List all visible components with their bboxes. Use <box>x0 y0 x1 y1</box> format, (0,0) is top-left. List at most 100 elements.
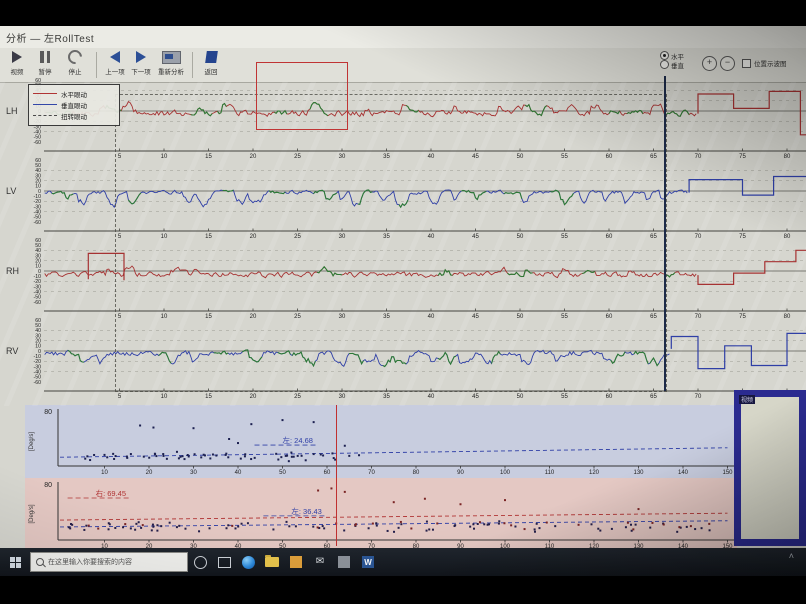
scatter-dot <box>285 520 288 523</box>
svg-text:30: 30 <box>190 470 197 476</box>
scatter-dot <box>67 526 70 529</box>
scatter-dot <box>209 457 212 460</box>
legend-item: 垂直眼动 <box>33 99 115 110</box>
svg-text:65: 65 <box>650 394 657 400</box>
tray-chevron-icon[interactable]: ˄ <box>788 551 794 561</box>
time-cursor[interactable] <box>664 76 667 391</box>
svg-text:60: 60 <box>324 470 331 476</box>
scatter-dot <box>533 528 536 531</box>
scatter-dot <box>375 522 378 525</box>
svg-text:10: 10 <box>101 470 108 476</box>
scatter-dot <box>316 526 319 529</box>
word-button[interactable]: W <box>356 548 380 576</box>
svg-text:140: 140 <box>678 470 689 476</box>
cortana-button[interactable] <box>188 548 212 576</box>
mail-icon: ✉ <box>315 556 325 567</box>
scatter-dot <box>156 529 159 532</box>
trend-line <box>59 512 728 521</box>
svg-text:LH: LH <box>6 106 18 116</box>
scatter-dot <box>175 526 178 529</box>
svg-text:110: 110 <box>545 470 555 476</box>
scatter-dot <box>280 456 283 459</box>
scatter-dot <box>689 525 692 528</box>
svg-text:75: 75 <box>739 234 746 240</box>
scatter-dot <box>277 458 280 461</box>
scatter-dot <box>137 521 140 524</box>
scatter-dot <box>97 527 100 530</box>
spv-annotation: 左: 36.43 <box>291 506 321 516</box>
office-app-button[interactable] <box>284 548 308 576</box>
scatter-dot <box>85 524 88 527</box>
scatter-dot <box>514 525 517 528</box>
scatter-dot <box>175 450 178 453</box>
scatter-dot-outlier <box>237 442 239 445</box>
scatter-dot <box>321 525 324 528</box>
scatter-dot <box>343 529 346 532</box>
svg-text:55: 55 <box>561 394 568 400</box>
scatter-dot <box>246 522 249 525</box>
legend-item: 扭转眼动 <box>33 110 115 121</box>
scatter-dot <box>483 523 486 526</box>
scatter-dot <box>425 520 428 523</box>
scatter-dot <box>84 457 87 460</box>
scatter-dot <box>184 527 187 530</box>
scatter-dot <box>114 526 117 529</box>
scatter-dot <box>113 457 116 460</box>
edge-button[interactable] <box>236 548 260 576</box>
svg-text:-60: -60 <box>34 380 42 386</box>
scatter-dot <box>322 454 325 457</box>
file-explorer-button[interactable] <box>260 548 284 576</box>
selection-region[interactable] <box>115 94 668 392</box>
scatter-dot <box>632 528 635 531</box>
scatter-dot <box>399 520 402 523</box>
scatter-dot <box>700 527 703 530</box>
scatter-dot <box>225 452 228 455</box>
scatter-dot <box>358 454 361 457</box>
start-button[interactable] <box>0 548 30 576</box>
scatter-dot <box>71 523 74 526</box>
video-preview-panel[interactable]: 视频 <box>734 390 806 546</box>
scatter-cursor[interactable] <box>335 405 338 546</box>
scatter-dot <box>375 524 378 527</box>
scatter-dot <box>624 526 627 529</box>
svg-text:[Deg/s]: [Deg/s] <box>29 432 35 451</box>
scatter-dot <box>244 453 247 456</box>
scatter-dot <box>288 525 291 528</box>
scatter-dot-outlier <box>330 487 333 490</box>
scatter-dot <box>198 530 201 533</box>
taskbar-search-input[interactable]: 在这里输入你要搜索的内容 <box>30 552 188 572</box>
scatter-dot <box>386 529 389 532</box>
scatter-dot <box>200 456 203 459</box>
scatter-dot <box>304 459 307 462</box>
scatter-dot <box>193 453 196 456</box>
scatter-dot <box>662 523 665 526</box>
svg-text:80: 80 <box>784 154 791 160</box>
task-view-icon <box>217 556 231 568</box>
scatter-dot-outlier <box>139 424 142 427</box>
svg-text:20: 20 <box>146 470 153 476</box>
scatter-dot <box>597 527 600 530</box>
scatter-dot <box>292 455 295 458</box>
scatter-dot <box>114 455 117 458</box>
scatter-dot <box>162 453 165 456</box>
svg-text:35: 35 <box>383 394 390 400</box>
scatter-dot-outlier <box>152 426 155 429</box>
scatter-dot <box>590 523 593 526</box>
cortana-icon <box>193 555 207 569</box>
scatter-dot <box>153 452 156 455</box>
scatter-dot <box>129 453 132 456</box>
svg-text:80: 80 <box>44 409 52 416</box>
legend-line-dashed <box>33 115 57 116</box>
svg-text:70: 70 <box>695 154 702 160</box>
scatter-dot <box>651 521 654 524</box>
gray-app-button[interactable] <box>332 548 356 576</box>
scatter-dot <box>83 528 86 531</box>
task-view-button[interactable] <box>212 548 236 576</box>
scatter-dot <box>86 455 89 458</box>
mail-button[interactable]: ✉ <box>308 548 332 576</box>
word-icon: W <box>362 556 374 568</box>
edge-icon <box>241 555 255 569</box>
scatter-dot <box>152 525 155 528</box>
scatter-dot <box>296 454 299 457</box>
scatter-dot <box>348 454 351 457</box>
